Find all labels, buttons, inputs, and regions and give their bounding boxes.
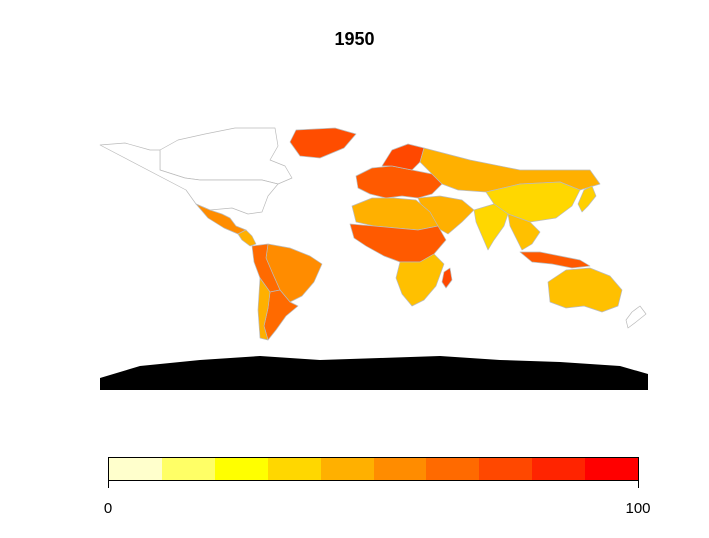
legend-swatch [214, 458, 268, 480]
region-russia [419, 147, 601, 193]
region-india [473, 203, 509, 251]
region-australia [547, 267, 623, 313]
region-japan [577, 185, 597, 213]
legend-max-label: 100 [625, 500, 651, 517]
region-greenland [289, 127, 357, 159]
region-central-america [237, 229, 257, 247]
region-southeast-asia [507, 213, 541, 251]
legend-swatch [532, 458, 586, 480]
map-title: 1950 [334, 29, 375, 49]
region-chile [257, 277, 271, 341]
region-mexico [195, 203, 247, 235]
legend-swatch [373, 458, 427, 480]
region-canada [159, 127, 293, 185]
region-antarctica [100, 356, 648, 390]
region-madagascar [441, 267, 453, 289]
legend-min-label: 0 [103, 500, 113, 517]
region-new-zealand [625, 305, 647, 329]
legend-swatch [479, 458, 533, 480]
legend-swatch [161, 458, 215, 480]
legend-swatch [109, 458, 162, 480]
legend-swatch [585, 458, 639, 480]
legend-swatch [426, 458, 480, 480]
region-scandinavia [381, 143, 425, 171]
legend-swatch [267, 458, 321, 480]
legend-tick-min [108, 481, 109, 488]
legend-color-bar [108, 457, 639, 481]
legend-swatch [320, 458, 374, 480]
region-indonesia [519, 251, 591, 269]
legend-tick-max [638, 481, 639, 488]
region-southern-africa [395, 253, 445, 307]
